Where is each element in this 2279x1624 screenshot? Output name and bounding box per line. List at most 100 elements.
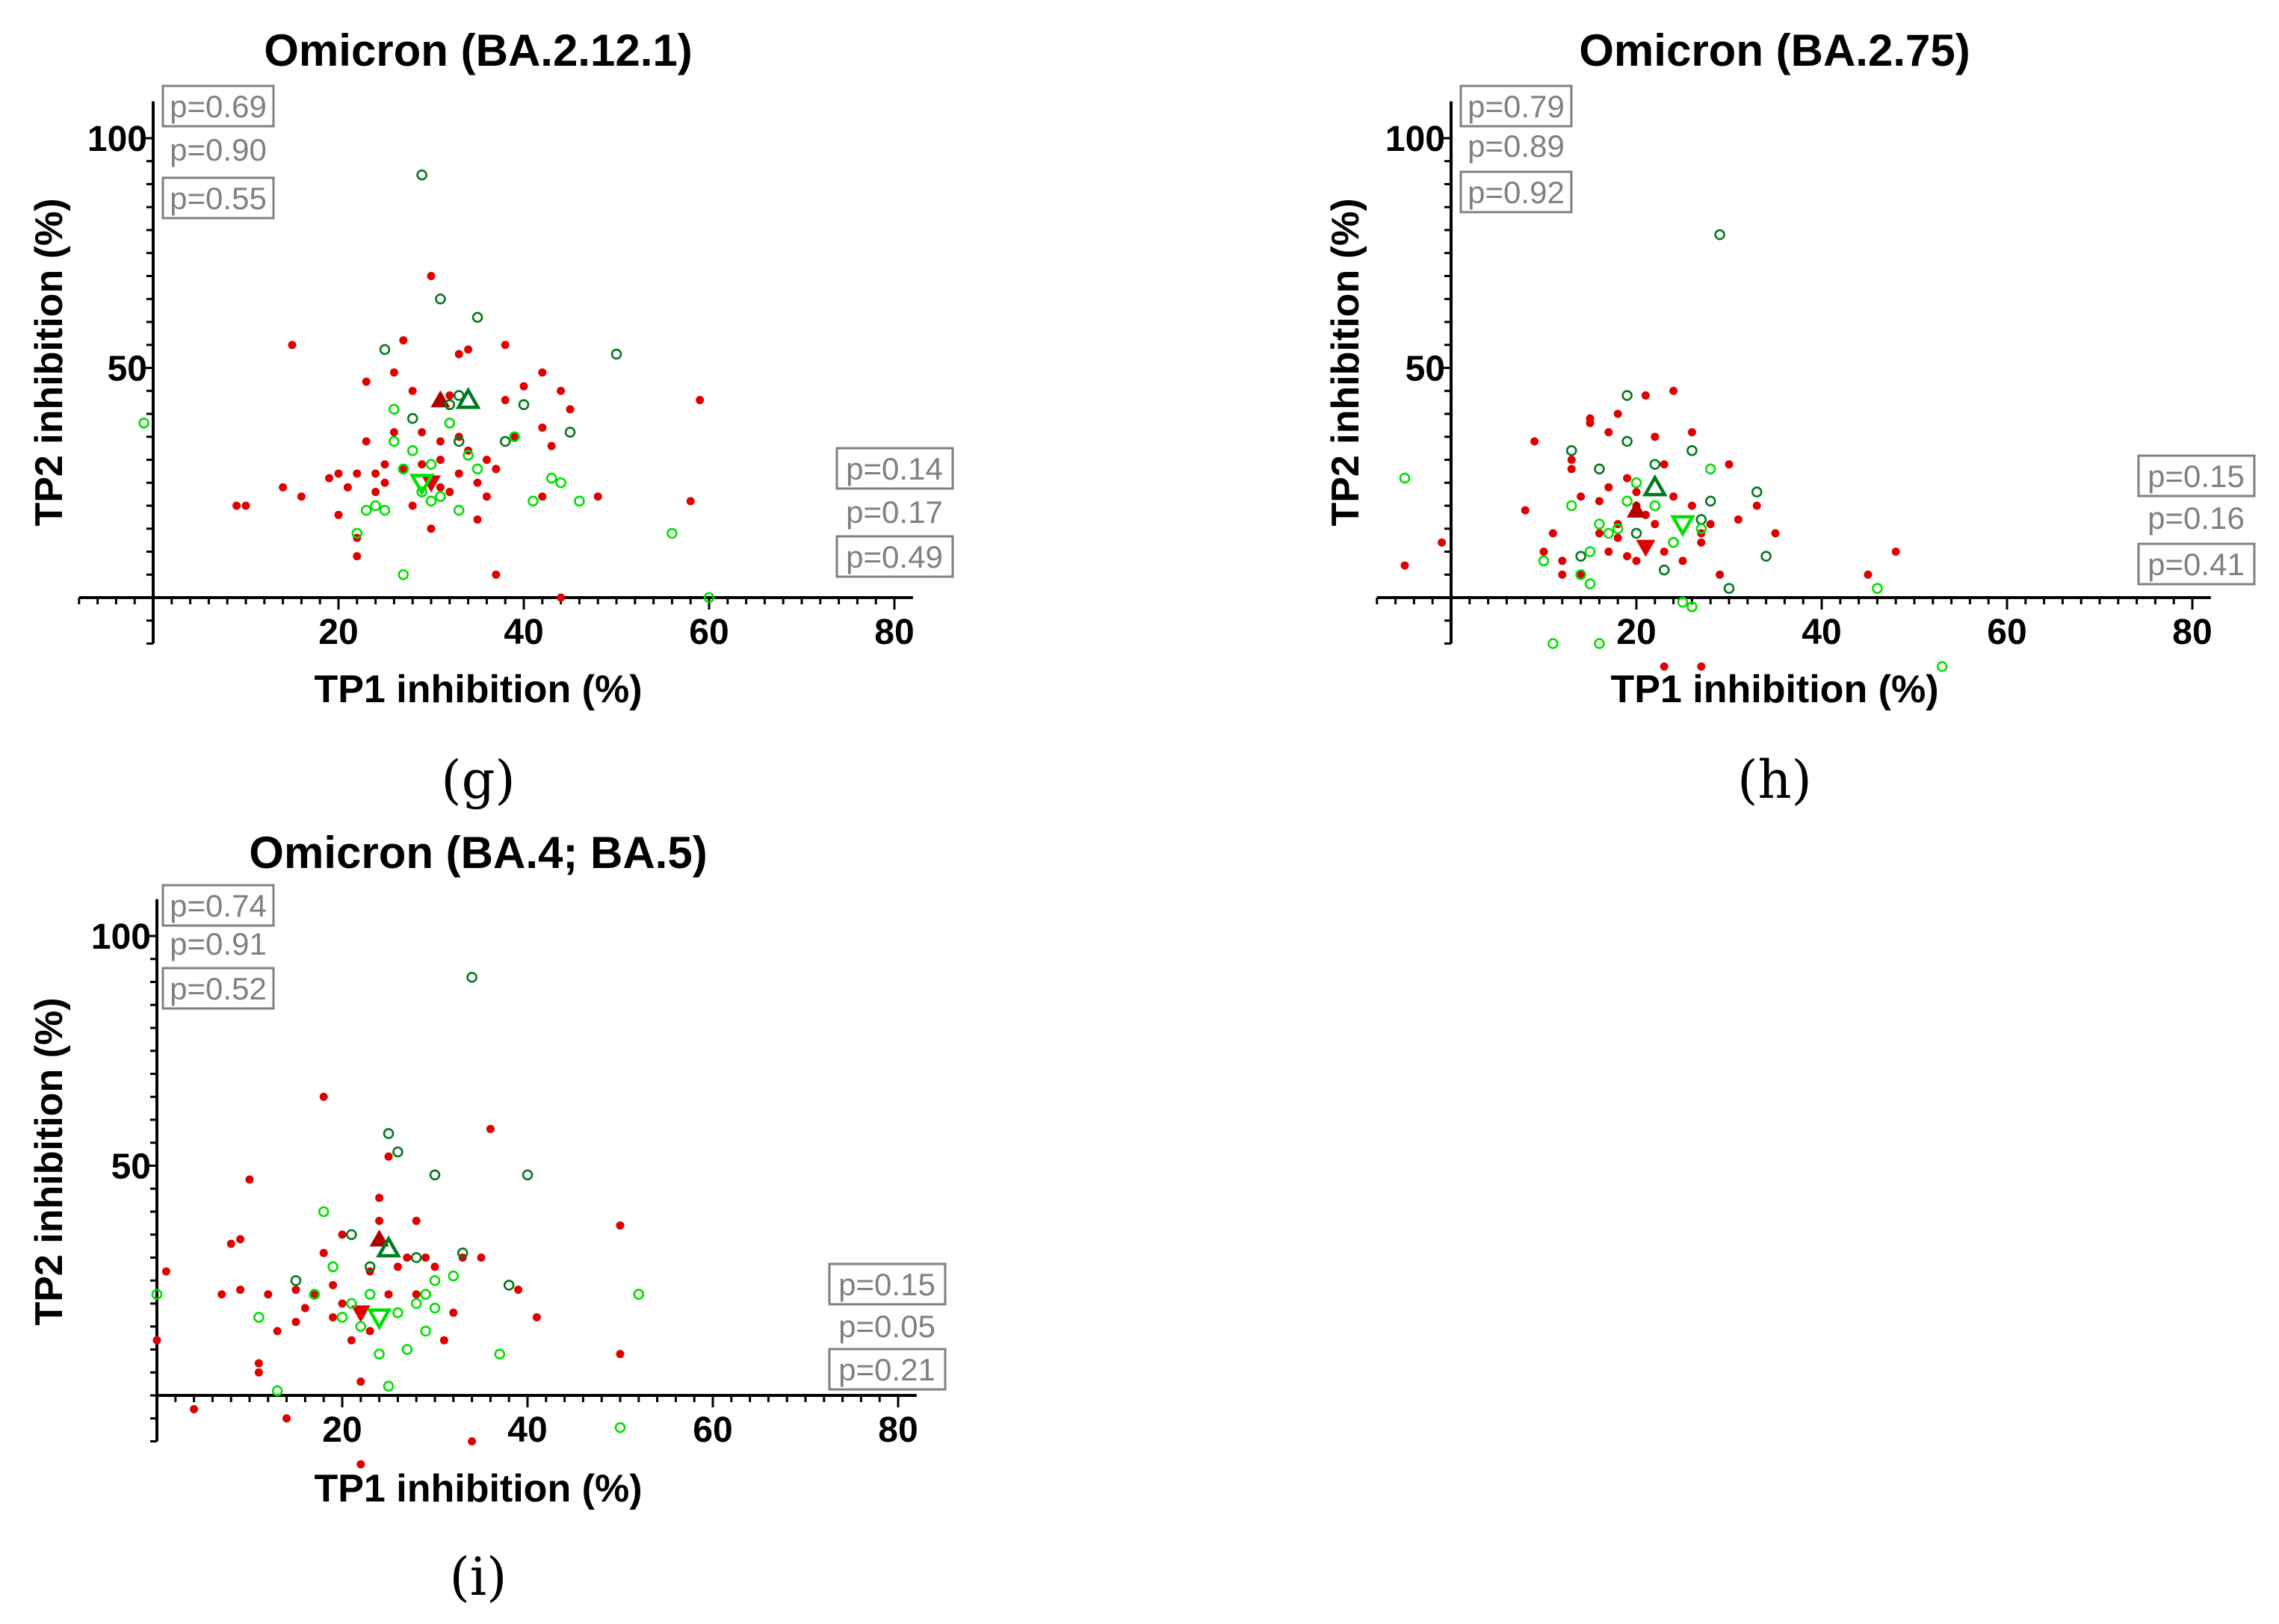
mean-marker: [1642, 474, 1668, 497]
data-point: [300, 1304, 309, 1312]
p-value-box: [1459, 84, 1573, 128]
data-point: [610, 348, 622, 360]
median-marker: [421, 475, 441, 493]
data-point: [254, 1368, 263, 1377]
data-point: [418, 460, 427, 469]
data-point: [138, 417, 149, 429]
data-point: [254, 1359, 263, 1368]
data-point: [1604, 548, 1613, 556]
data-point: [1704, 495, 1716, 507]
data-point: [444, 399, 456, 411]
data-point: [1760, 551, 1772, 562]
data-point: [392, 1307, 403, 1318]
p-values-bottom: p=0.15 p=0.16 p=0.41: [2137, 454, 2256, 586]
data-point: [393, 1262, 402, 1271]
axes: 20 40 60 80 50 100: [78, 101, 915, 652]
data-point: [282, 1414, 291, 1423]
data-point: [1677, 596, 1689, 608]
data-point: [401, 1344, 413, 1355]
data-point: [288, 341, 297, 350]
data-point: [403, 1253, 412, 1262]
p-value-label: p=0.16: [2147, 500, 2245, 536]
chart-title: Omicron (BA.2.12.1): [264, 25, 693, 75]
data-point: [473, 478, 482, 487]
data-point: [351, 527, 363, 539]
data-point: [362, 437, 371, 446]
data-point: [449, 1308, 458, 1317]
data-point: [398, 568, 409, 580]
data-point: [1613, 409, 1622, 418]
data-point: [453, 436, 465, 447]
data-point: [318, 1206, 330, 1218]
data-point: [499, 436, 511, 447]
data-point: [389, 368, 398, 377]
data-point: [389, 436, 400, 447]
y-tick-label: 100: [1385, 120, 1445, 159]
data-point: [410, 1252, 422, 1263]
data-point: [1752, 501, 1761, 510]
data-point: [509, 431, 520, 443]
data-point: [1604, 428, 1613, 437]
data-point: [398, 463, 409, 475]
data-point: [1438, 538, 1447, 547]
data-point: [152, 1336, 161, 1345]
data-point: [557, 593, 566, 602]
x-tick-label: 80: [874, 613, 914, 652]
data-point: [1678, 557, 1687, 565]
data-point: [410, 1298, 422, 1310]
data-point: [364, 1261, 376, 1273]
data-point: [1669, 386, 1678, 395]
data-point: [1751, 486, 1763, 498]
data-point: [1936, 660, 1948, 672]
data-point: [253, 1312, 265, 1323]
data-point: [1575, 551, 1586, 562]
data-point: [319, 1248, 328, 1257]
x-tick-label: 40: [1802, 613, 1841, 652]
x-tick-label: 60: [1987, 613, 2026, 652]
data-point: [1623, 552, 1632, 561]
data-point: [245, 1175, 254, 1184]
p-value-box: [2137, 542, 2256, 586]
chart-title: Omicron (BA.4; BA.5): [249, 828, 707, 878]
data-point: [1547, 638, 1559, 649]
x-tick-label: 80: [2172, 613, 2212, 652]
data-point: [420, 1289, 431, 1300]
median-marker: [1670, 515, 1695, 538]
data-point: [468, 1437, 477, 1445]
y-tick-label: 50: [108, 350, 147, 389]
data-point: [616, 1221, 625, 1230]
data-point: [384, 1290, 393, 1299]
data-point: [416, 486, 427, 498]
data-point: [1872, 583, 1883, 595]
p-value-label: p=0.89: [1468, 128, 1565, 164]
data-point: [1706, 520, 1715, 529]
p-value-label: p=0.05: [838, 1309, 936, 1344]
data-point: [309, 1289, 321, 1300]
data-point: [383, 1128, 395, 1139]
data-point: [406, 412, 418, 424]
panel-label: (i): [449, 1546, 507, 1608]
p-value-label: p=0.90: [170, 132, 267, 167]
data-point: [1651, 433, 1660, 441]
data-point: [463, 450, 474, 461]
data-point: [1584, 578, 1596, 589]
data-point: [1621, 390, 1633, 401]
data-point: [346, 1298, 357, 1310]
y-tick-label: 50: [111, 1147, 151, 1187]
data-point: [532, 1312, 541, 1321]
p-value-box: [161, 967, 275, 1010]
data-point: [1771, 529, 1780, 538]
data-point: [1695, 523, 1707, 535]
x-axis-label: TP1 inhibition (%): [314, 668, 642, 711]
data-point: [427, 524, 436, 533]
data-point: [380, 460, 389, 469]
data-point: [1660, 460, 1669, 469]
data-point: [1630, 527, 1642, 539]
data-point: [1400, 561, 1409, 570]
data-point: [374, 1348, 385, 1360]
x-axis-label: TP1 inhibition (%): [1610, 668, 1938, 711]
data-point: [375, 1194, 384, 1203]
data-point: [1594, 518, 1605, 530]
p-value-label: p=0.15: [2147, 459, 2245, 494]
data-point: [547, 441, 556, 450]
